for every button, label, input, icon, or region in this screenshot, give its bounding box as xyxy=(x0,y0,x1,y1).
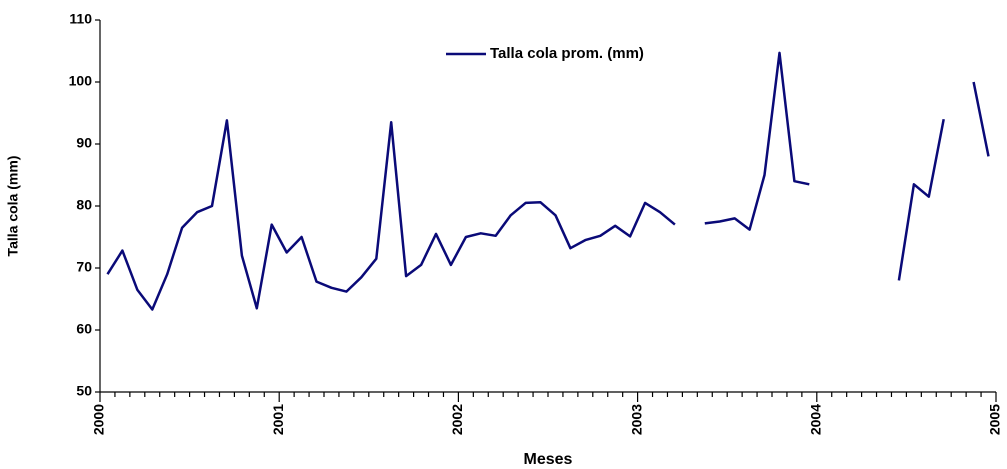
x-tick-label: 2000 xyxy=(91,404,107,435)
x-tick-label: 2005 xyxy=(987,404,1003,435)
y-axis-title: Talla cola (mm) xyxy=(5,156,21,257)
legend-label: Talla cola prom. (mm) xyxy=(490,45,644,62)
y-tick-label: 50 xyxy=(76,383,92,399)
y-tick-label: 70 xyxy=(76,259,92,275)
x-tick-label: 2003 xyxy=(628,404,644,435)
data-line xyxy=(106,51,990,311)
y-tick-label: 100 xyxy=(69,73,93,89)
x-axis-title: Meses xyxy=(524,451,573,468)
y-tick-label: 90 xyxy=(76,135,92,151)
x-tick-label: 2004 xyxy=(808,404,824,435)
y-tick-label: 110 xyxy=(69,11,92,27)
y-tick-label: 80 xyxy=(76,197,92,213)
y-tick-label: 60 xyxy=(76,321,92,337)
x-tick-label: 2002 xyxy=(449,404,465,435)
x-tick-label: 2001 xyxy=(270,404,286,435)
